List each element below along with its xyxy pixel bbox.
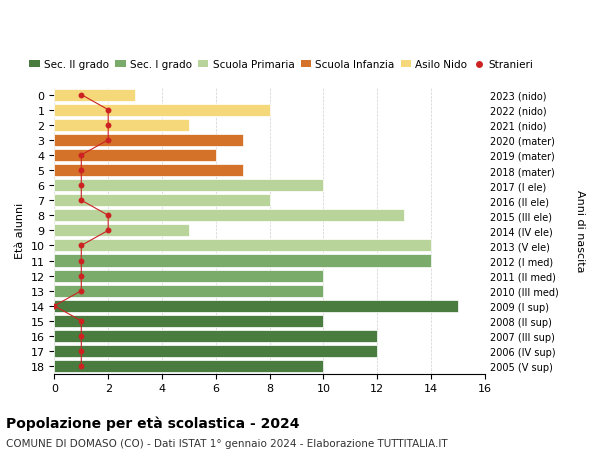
Point bbox=[76, 182, 86, 190]
Point bbox=[76, 287, 86, 295]
Point bbox=[103, 107, 113, 114]
Point bbox=[76, 152, 86, 159]
Point bbox=[76, 272, 86, 280]
Point bbox=[76, 318, 86, 325]
Bar bbox=[55, 210, 404, 222]
Point bbox=[103, 227, 113, 235]
Bar bbox=[55, 150, 216, 162]
Bar bbox=[55, 255, 431, 267]
Point bbox=[50, 302, 59, 310]
Point bbox=[103, 212, 113, 219]
Bar bbox=[55, 240, 431, 252]
Bar bbox=[55, 315, 323, 327]
Legend: Sec. II grado, Sec. I grado, Scuola Primaria, Scuola Infanzia, Asilo Nido, Stran: Sec. II grado, Sec. I grado, Scuola Prim… bbox=[25, 56, 537, 74]
Point bbox=[76, 92, 86, 99]
Text: Popolazione per età scolastica - 2024: Popolazione per età scolastica - 2024 bbox=[6, 415, 299, 430]
Bar bbox=[55, 225, 189, 237]
Bar bbox=[55, 345, 377, 357]
Point bbox=[76, 333, 86, 340]
Point bbox=[76, 347, 86, 355]
Bar bbox=[55, 104, 269, 117]
Y-axis label: Anni di nascita: Anni di nascita bbox=[575, 190, 585, 272]
Point bbox=[76, 167, 86, 174]
Bar bbox=[55, 90, 135, 101]
Bar bbox=[55, 179, 323, 192]
Point bbox=[76, 257, 86, 265]
Y-axis label: Età alunni: Età alunni bbox=[15, 203, 25, 259]
Bar bbox=[55, 195, 269, 207]
Bar bbox=[55, 330, 377, 342]
Bar bbox=[55, 165, 242, 177]
Bar bbox=[55, 285, 323, 297]
Point bbox=[76, 242, 86, 250]
Bar bbox=[55, 270, 323, 282]
Point bbox=[103, 137, 113, 144]
Point bbox=[76, 197, 86, 204]
Bar bbox=[55, 134, 242, 146]
Bar bbox=[55, 119, 189, 131]
Point bbox=[103, 122, 113, 129]
Bar bbox=[55, 300, 458, 312]
Text: COMUNE DI DOMASO (CO) - Dati ISTAT 1° gennaio 2024 - Elaborazione TUTTITALIA.IT: COMUNE DI DOMASO (CO) - Dati ISTAT 1° ge… bbox=[6, 438, 448, 448]
Point bbox=[76, 363, 86, 370]
Bar bbox=[55, 360, 323, 372]
